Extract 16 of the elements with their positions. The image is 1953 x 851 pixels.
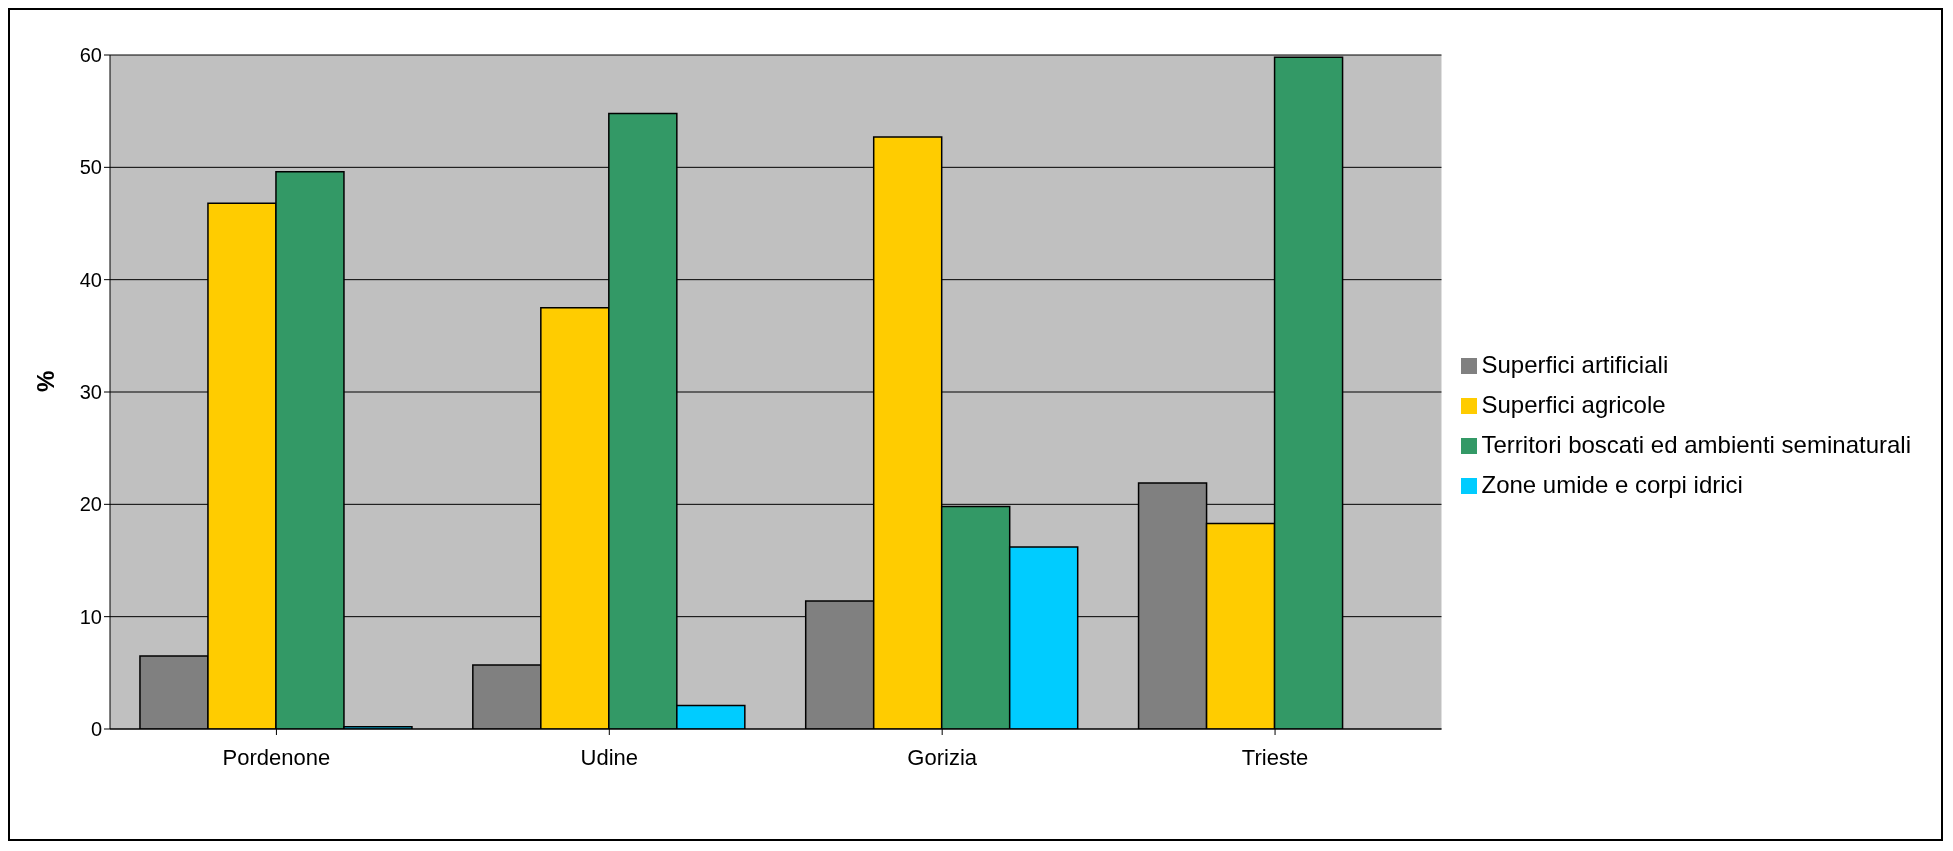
y-tick-label: 40: [79, 268, 102, 291]
y-tick-label: 20: [79, 493, 102, 516]
legend-label: Territori boscati ed ambienti seminaturali: [1481, 430, 1911, 458]
y-tick-label: 0: [90, 718, 102, 741]
y-tick-label: 30: [79, 381, 102, 404]
x-tick-label: Pordenone: [222, 744, 331, 770]
y-axis-title: %: [31, 370, 59, 392]
legend-label: Superfici artificiali: [1481, 350, 1669, 378]
y-tick-label: 60: [79, 44, 102, 67]
legend-label: Zone umide e corpi idrici: [1481, 470, 1743, 498]
x-tick-label: Udine: [580, 744, 639, 770]
x-tick-label: Trieste: [1241, 744, 1309, 770]
y-tick-label: 50: [79, 156, 102, 179]
x-tick-label: Gorizia: [907, 744, 978, 770]
y-tick-label: 10: [79, 605, 102, 628]
legend-label: Superfici agricole: [1481, 390, 1666, 418]
